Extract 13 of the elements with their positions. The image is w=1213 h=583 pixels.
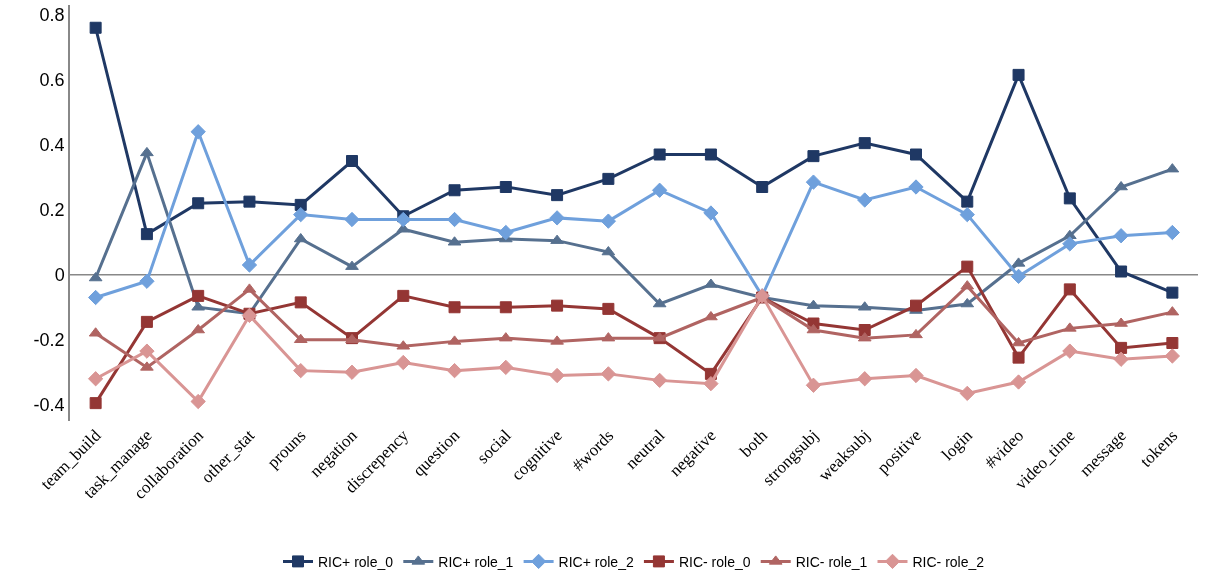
y-tick-label: -0.2 — [33, 330, 65, 351]
y-tick-label: 0.4 — [39, 135, 65, 156]
y-tick-label: 0.8 — [39, 5, 65, 26]
legend-label: RIC- role_0 — [678, 553, 751, 570]
y-tick-label: 0 — [54, 265, 65, 286]
y-tick-label: 0.6 — [39, 70, 65, 91]
legend-label: RIC+ role_2 — [558, 553, 634, 570]
y-tick-label: -0.4 — [33, 395, 65, 416]
legend-label: RIC- role_1 — [795, 553, 868, 570]
legend-label: RIC- role_2 — [912, 553, 985, 570]
legend-label: RIC+ role_1 — [438, 553, 514, 570]
legend-label: RIC+ role_0 — [318, 553, 394, 570]
y-tick-label: 0.2 — [39, 200, 65, 221]
